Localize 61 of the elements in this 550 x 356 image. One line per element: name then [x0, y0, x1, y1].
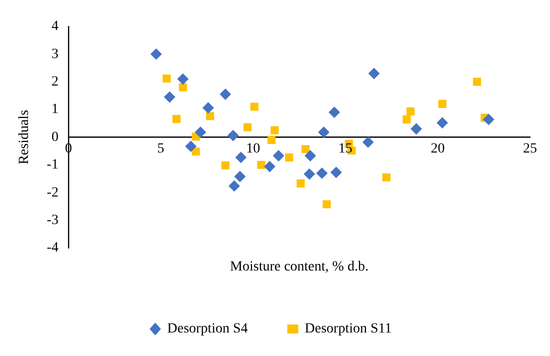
point [304, 168, 315, 180]
point [316, 168, 328, 179]
y-tick-label: -4 [46, 240, 58, 256]
point [362, 136, 374, 148]
y-tick-label: 2 [51, 74, 58, 90]
y-tick-label: -2 [46, 185, 58, 200]
point [264, 161, 276, 172]
point [228, 180, 240, 192]
legend-label: Desorption S4 [167, 322, 248, 337]
y-tick-label: 1 [51, 102, 58, 118]
point [244, 123, 252, 132]
point [301, 145, 310, 154]
point [322, 200, 331, 208]
legend-label: Desorption S11 [304, 322, 392, 337]
point [250, 102, 258, 111]
y-tick-label: 0 [51, 130, 58, 145]
point [472, 78, 482, 86]
point [410, 123, 422, 134]
point [150, 48, 162, 60]
y-tick-label: 4 [51, 19, 58, 34]
point [162, 74, 171, 83]
point [406, 107, 415, 116]
point [177, 74, 188, 85]
point [172, 114, 180, 123]
point [273, 150, 284, 162]
point [178, 83, 187, 92]
point [436, 117, 448, 128]
point [268, 136, 276, 144]
point [192, 148, 200, 156]
x-tick-label: 20 [430, 141, 445, 156]
point [270, 126, 279, 134]
point [285, 153, 294, 162]
point [220, 88, 231, 100]
y-tick-label: -1 [46, 158, 58, 173]
point [483, 114, 494, 125]
point [330, 166, 342, 178]
point [382, 173, 390, 182]
point [318, 126, 330, 138]
point [257, 160, 266, 169]
point [164, 92, 176, 103]
point [235, 152, 246, 163]
y-tick-label: 3 [51, 46, 58, 62]
x-tick-label: 5 [157, 141, 164, 156]
point [402, 115, 411, 124]
point [202, 102, 214, 114]
point [221, 161, 230, 170]
point [228, 130, 239, 142]
point [185, 140, 196, 152]
y-tick-label: -3 [46, 212, 58, 228]
point [234, 171, 246, 182]
y-axis-title: Residuals [17, 110, 32, 164]
point [194, 126, 206, 138]
x-tick-label: 10 [246, 141, 260, 156]
point [438, 100, 446, 108]
point [304, 150, 316, 162]
point [368, 68, 380, 79]
point [328, 106, 340, 118]
point [296, 179, 305, 188]
point [206, 112, 214, 120]
x-tick-label: 25 [523, 141, 537, 156]
x-axis-title: Moisture content, % d.b. [230, 260, 368, 275]
